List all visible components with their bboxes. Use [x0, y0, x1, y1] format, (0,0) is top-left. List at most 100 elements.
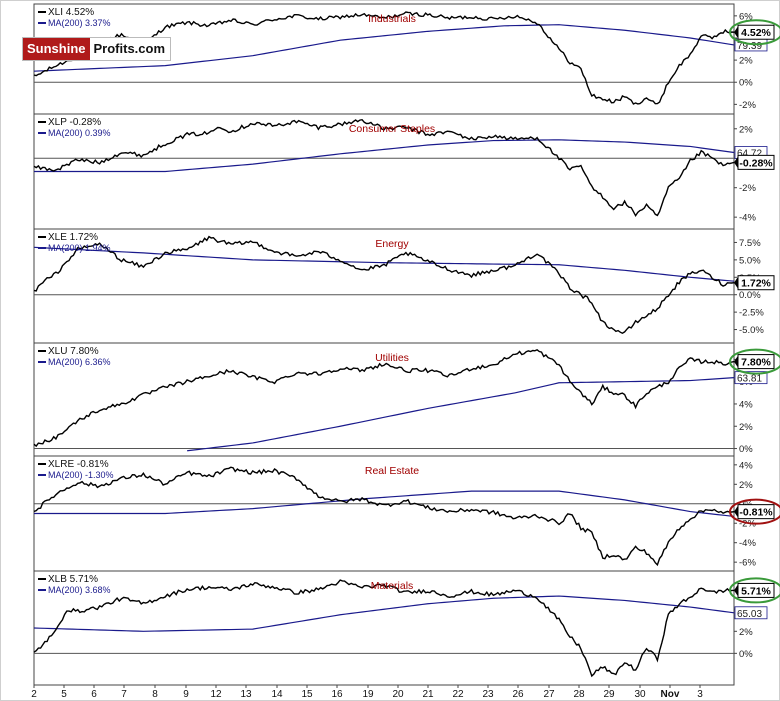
legend-ma: MA(200) 1.94%: [48, 243, 111, 253]
x-tick-label: 26: [512, 689, 524, 700]
ma-badge: 65.03: [737, 609, 762, 620]
y-tick-label: -4%: [739, 213, 756, 224]
legend-price: XLE 1.72%: [48, 232, 98, 243]
ma-badge-box: [734, 606, 768, 620]
sunshine-profits-logo: Sunshine Profits.com: [22, 37, 172, 61]
price-badge-box: [737, 582, 775, 598]
x-tick-label: 2: [31, 689, 37, 700]
ma200-line: [33, 595, 735, 632]
price-badge-arrow: [734, 156, 738, 169]
panel-title: Real Estate: [365, 465, 419, 477]
y-tick-label: 0%: [739, 78, 753, 89]
ma-badge: 79.39: [737, 41, 762, 52]
price-badge-arrow: [734, 355, 738, 368]
ma200-line: [33, 246, 735, 282]
panel-title: Consumer Staples: [349, 123, 435, 135]
y-tick-label: 2%: [739, 56, 753, 67]
highlight-circle: [729, 19, 780, 46]
x-tick-label: 27: [543, 689, 555, 700]
y-tick-label: 2%: [739, 422, 753, 433]
y-tick-label: 6%: [739, 11, 753, 22]
y-tick-label: 2%: [739, 124, 753, 135]
x-tick-label: 28: [573, 689, 585, 700]
x-tick-label: Nov: [661, 689, 680, 700]
legend: XLE 1.72%MA(200) 1.94%: [38, 232, 111, 253]
price-badge-box: [737, 504, 775, 520]
price-badge-box: [737, 154, 775, 170]
price-badge: -0.81%: [739, 507, 773, 519]
panel-xlp: 2%0%-2%-4%XLP -0.28%MA(200) 0.39%Consume…: [33, 113, 775, 230]
legend-ma: MA(200) 0.39%: [48, 128, 111, 138]
y-tick-label: -2%: [739, 519, 756, 530]
panel-xlu: 8%6%4%2%0%XLU 7.80%MA(200) 6.36%Utilitie…: [33, 342, 780, 457]
y-tick-label: -2%: [739, 100, 756, 111]
x-tick-label: 6: [91, 689, 97, 700]
x-tick-label: 29: [603, 689, 615, 700]
panel-title: Energy: [375, 238, 409, 250]
legend: XLP -0.28%MA(200) 0.39%: [38, 117, 111, 138]
y-tick-label: 0%: [739, 444, 753, 455]
x-axis: 2 5 6 7 8 9 12 13 14 15 16 19 20 21 22 23 26 27 28 29 30 Nov 3: [31, 685, 703, 700]
x-tick-label: 3: [697, 689, 703, 700]
x-tick-label: 16: [331, 689, 343, 700]
panel-title: Utilities: [375, 352, 409, 364]
ma-badge: 63.81: [737, 374, 762, 385]
price-badge-box: [737, 275, 775, 291]
y-tick-label: 2%: [739, 627, 753, 638]
legend: XLRE -0.81%MA(200) -1.30%: [38, 459, 114, 480]
price-badge: 4.52%: [741, 27, 771, 39]
legend-price: XLI 4.52%: [48, 7, 94, 18]
ma200-line: [34, 139, 735, 173]
price-line: [33, 235, 735, 334]
y-tick-label: 0%: [739, 649, 753, 660]
panel-xle: 7.5%5.0%2.5%0.0%-2.5%-5.0%XLE 1.72%MA(20…: [33, 228, 775, 344]
ma-badge: 64.72: [737, 148, 762, 159]
ma-badge-box: [734, 371, 768, 385]
x-tick-label: 22: [452, 689, 464, 700]
price-badge-box: [737, 354, 775, 370]
y-tick-label: 2%: [739, 480, 753, 491]
price-badge-arrow: [734, 505, 738, 518]
legend-price: XLU 7.80%: [48, 346, 99, 357]
price-badge-arrow: [734, 584, 738, 597]
legend: XLU 7.80%MA(200) 6.36%: [38, 346, 111, 367]
panel-title: Industrials: [368, 13, 416, 25]
price-badge: 7.80%: [741, 357, 771, 369]
y-tick-label: 0.0%: [739, 290, 761, 301]
x-tick-label: 9: [183, 689, 189, 700]
highlight-circle: [729, 577, 780, 604]
x-tick-label: 19: [362, 689, 374, 700]
y-tick-label: -6%: [739, 558, 756, 569]
legend-price: XLB 5.71%: [48, 574, 98, 585]
y-tick-label: -5.0%: [739, 325, 764, 336]
logo-part-2: Profits.com: [93, 41, 166, 56]
price-badge: 1.72%: [741, 278, 771, 290]
y-tick-label: 4%: [739, 460, 753, 471]
legend-price: XLRE -0.81%: [48, 459, 109, 470]
legend-price: XLP -0.28%: [48, 117, 101, 128]
panel-xlb: 4%2%0%XLB 5.71%MA(200) 3.68%Materials65.…: [33, 570, 780, 686]
legend-ma: MA(200) -1.30%: [48, 470, 114, 480]
panel-title: Materials: [371, 580, 414, 592]
legend: XLB 5.71%MA(200) 3.68%: [38, 574, 111, 595]
x-tick-label: 30: [634, 689, 646, 700]
x-tick-label: 20: [392, 689, 404, 700]
x-tick-label: 12: [210, 689, 222, 700]
x-tick-label: 23: [482, 689, 494, 700]
legend-ma: MA(200) 3.68%: [48, 585, 111, 595]
x-tick-label: 14: [271, 689, 283, 700]
price-badge-arrow: [734, 26, 738, 39]
x-tick-label: 13: [240, 689, 252, 700]
y-tick-label: 4%: [739, 399, 753, 410]
panel-frame: [33, 342, 735, 457]
x-tick-label: 15: [301, 689, 313, 700]
y-tick-label: -4%: [739, 538, 756, 549]
x-tick-label: 7: [121, 689, 127, 700]
x-tick-label: 21: [422, 689, 434, 700]
legend-ma: MA(200) 6.36%: [48, 357, 111, 367]
ma200-line: [187, 377, 735, 452]
legend: XLI 4.52%MA(200) 3.37%: [38, 7, 111, 28]
ma200-line: [34, 490, 735, 518]
y-tick-label: -2.5%: [739, 308, 764, 319]
